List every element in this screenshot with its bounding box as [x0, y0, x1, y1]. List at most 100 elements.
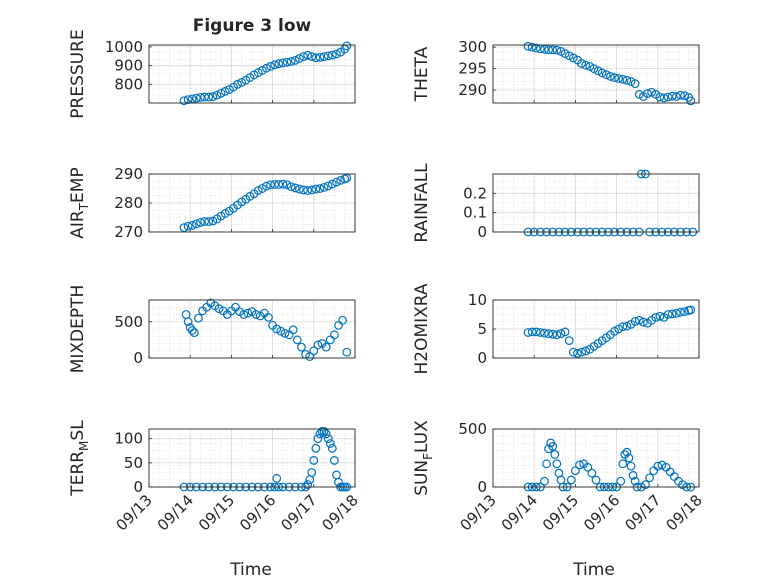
data-point: [680, 307, 689, 317]
y-tick-label: 0: [477, 223, 487, 241]
data-point: [332, 49, 341, 59]
data-point: [630, 317, 640, 326]
subplot: 0 5 10 H2OMIXRA: [412, 283, 700, 375]
data-point: [622, 447, 632, 457]
data-point: [196, 218, 205, 227]
data-point: [319, 427, 329, 436]
data-point: [282, 180, 292, 190]
y-tick-label: 0: [133, 349, 143, 367]
x-tick-label: 09/15: [539, 491, 582, 534]
data-point: [686, 305, 696, 315]
data-point: [552, 459, 562, 469]
y-axis-title-main: TERR: [68, 451, 88, 497]
data-point: [587, 468, 597, 478]
data-point: [676, 90, 685, 100]
data-point: [634, 315, 644, 325]
axes-box: [492, 173, 700, 233]
data-point: [303, 186, 313, 195]
data-point: [315, 52, 325, 62]
y-tick-label: 5: [477, 320, 487, 338]
data-point: [290, 55, 300, 65]
subplot: 290 295 300 THETA: [412, 38, 700, 106]
data-point: [548, 442, 558, 451]
data-point: [626, 461, 636, 471]
data-point: [264, 313, 273, 322]
data-point: [659, 93, 669, 103]
data-point: [638, 317, 648, 327]
data-point: [311, 443, 321, 453]
data-point: [299, 185, 308, 195]
data-point: [253, 186, 263, 195]
data-point: [278, 58, 288, 68]
data-point: [552, 45, 562, 55]
data-point: [542, 459, 551, 469]
data-point: [297, 342, 306, 352]
data-point: [272, 473, 282, 483]
data-point: [540, 476, 549, 486]
data-point: [282, 57, 292, 67]
data-point: [274, 59, 284, 69]
data-point: [200, 217, 210, 226]
data-point: [540, 328, 549, 338]
data-point: [527, 327, 537, 337]
subplot: 0 500 SUNFLUX 09/1309/1409/1509/1609/1709/1…: [412, 420, 706, 535]
y-axis-title-rest: LUX: [412, 420, 432, 453]
data-point: [311, 184, 321, 194]
subplot: 0 500 MIXDEPTH: [68, 285, 356, 373]
data-point: [327, 179, 337, 189]
data-point: [191, 219, 201, 229]
data-point: [311, 53, 321, 63]
data-point: [183, 221, 193, 231]
axes-box: [492, 428, 700, 488]
data-point: [251, 310, 261, 319]
data-point: [566, 475, 576, 485]
data-point: [262, 63, 271, 73]
data-point: [179, 223, 189, 233]
data-point: [571, 466, 580, 476]
axes-box: [148, 44, 356, 104]
axes-box: [492, 44, 700, 104]
data-point: [618, 459, 628, 469]
data-point: [313, 340, 323, 350]
data-point: [189, 328, 199, 338]
data-point: [325, 439, 335, 448]
y-axis-title-main: AIR: [68, 210, 88, 239]
data-point: [540, 44, 549, 54]
data-point: [568, 53, 578, 63]
data-point: [342, 347, 352, 357]
y-tick-label: 500: [458, 420, 487, 438]
data-point: [200, 92, 210, 102]
data-point: [212, 90, 222, 100]
data-point: [651, 313, 661, 322]
axes-box: [492, 299, 700, 359]
x-tick-label: 09/16: [236, 491, 279, 534]
data-point: [257, 66, 267, 75]
data-point: [327, 443, 337, 453]
y-axis-title-subscript: M: [77, 441, 91, 451]
data-point: [630, 476, 640, 486]
data-point: [179, 96, 189, 106]
y-tick-label: 0: [477, 349, 487, 367]
data-point: [589, 64, 599, 74]
data-point: [288, 325, 298, 335]
data-point: [187, 220, 197, 230]
data-point: [624, 453, 634, 463]
y-axis-title: SUNFLUX: [412, 420, 435, 496]
data-point: [647, 87, 657, 97]
data-point: [330, 330, 339, 340]
y-axis-title-rest: EMP: [68, 167, 88, 203]
x-tick-label: 09/18: [319, 491, 362, 534]
data-point: [321, 342, 331, 352]
data-point: [581, 60, 591, 70]
data-point: [305, 352, 315, 361]
x-tick-label: 09/17: [277, 491, 320, 534]
data-point: [531, 43, 541, 53]
x-axis-title-right: Time: [572, 560, 615, 580]
data-point: [323, 51, 333, 61]
data-point: [327, 50, 337, 60]
y-tick-label: 50: [124, 454, 143, 472]
data-point: [315, 184, 325, 193]
data-point: [573, 348, 582, 358]
data-point: [303, 480, 313, 489]
